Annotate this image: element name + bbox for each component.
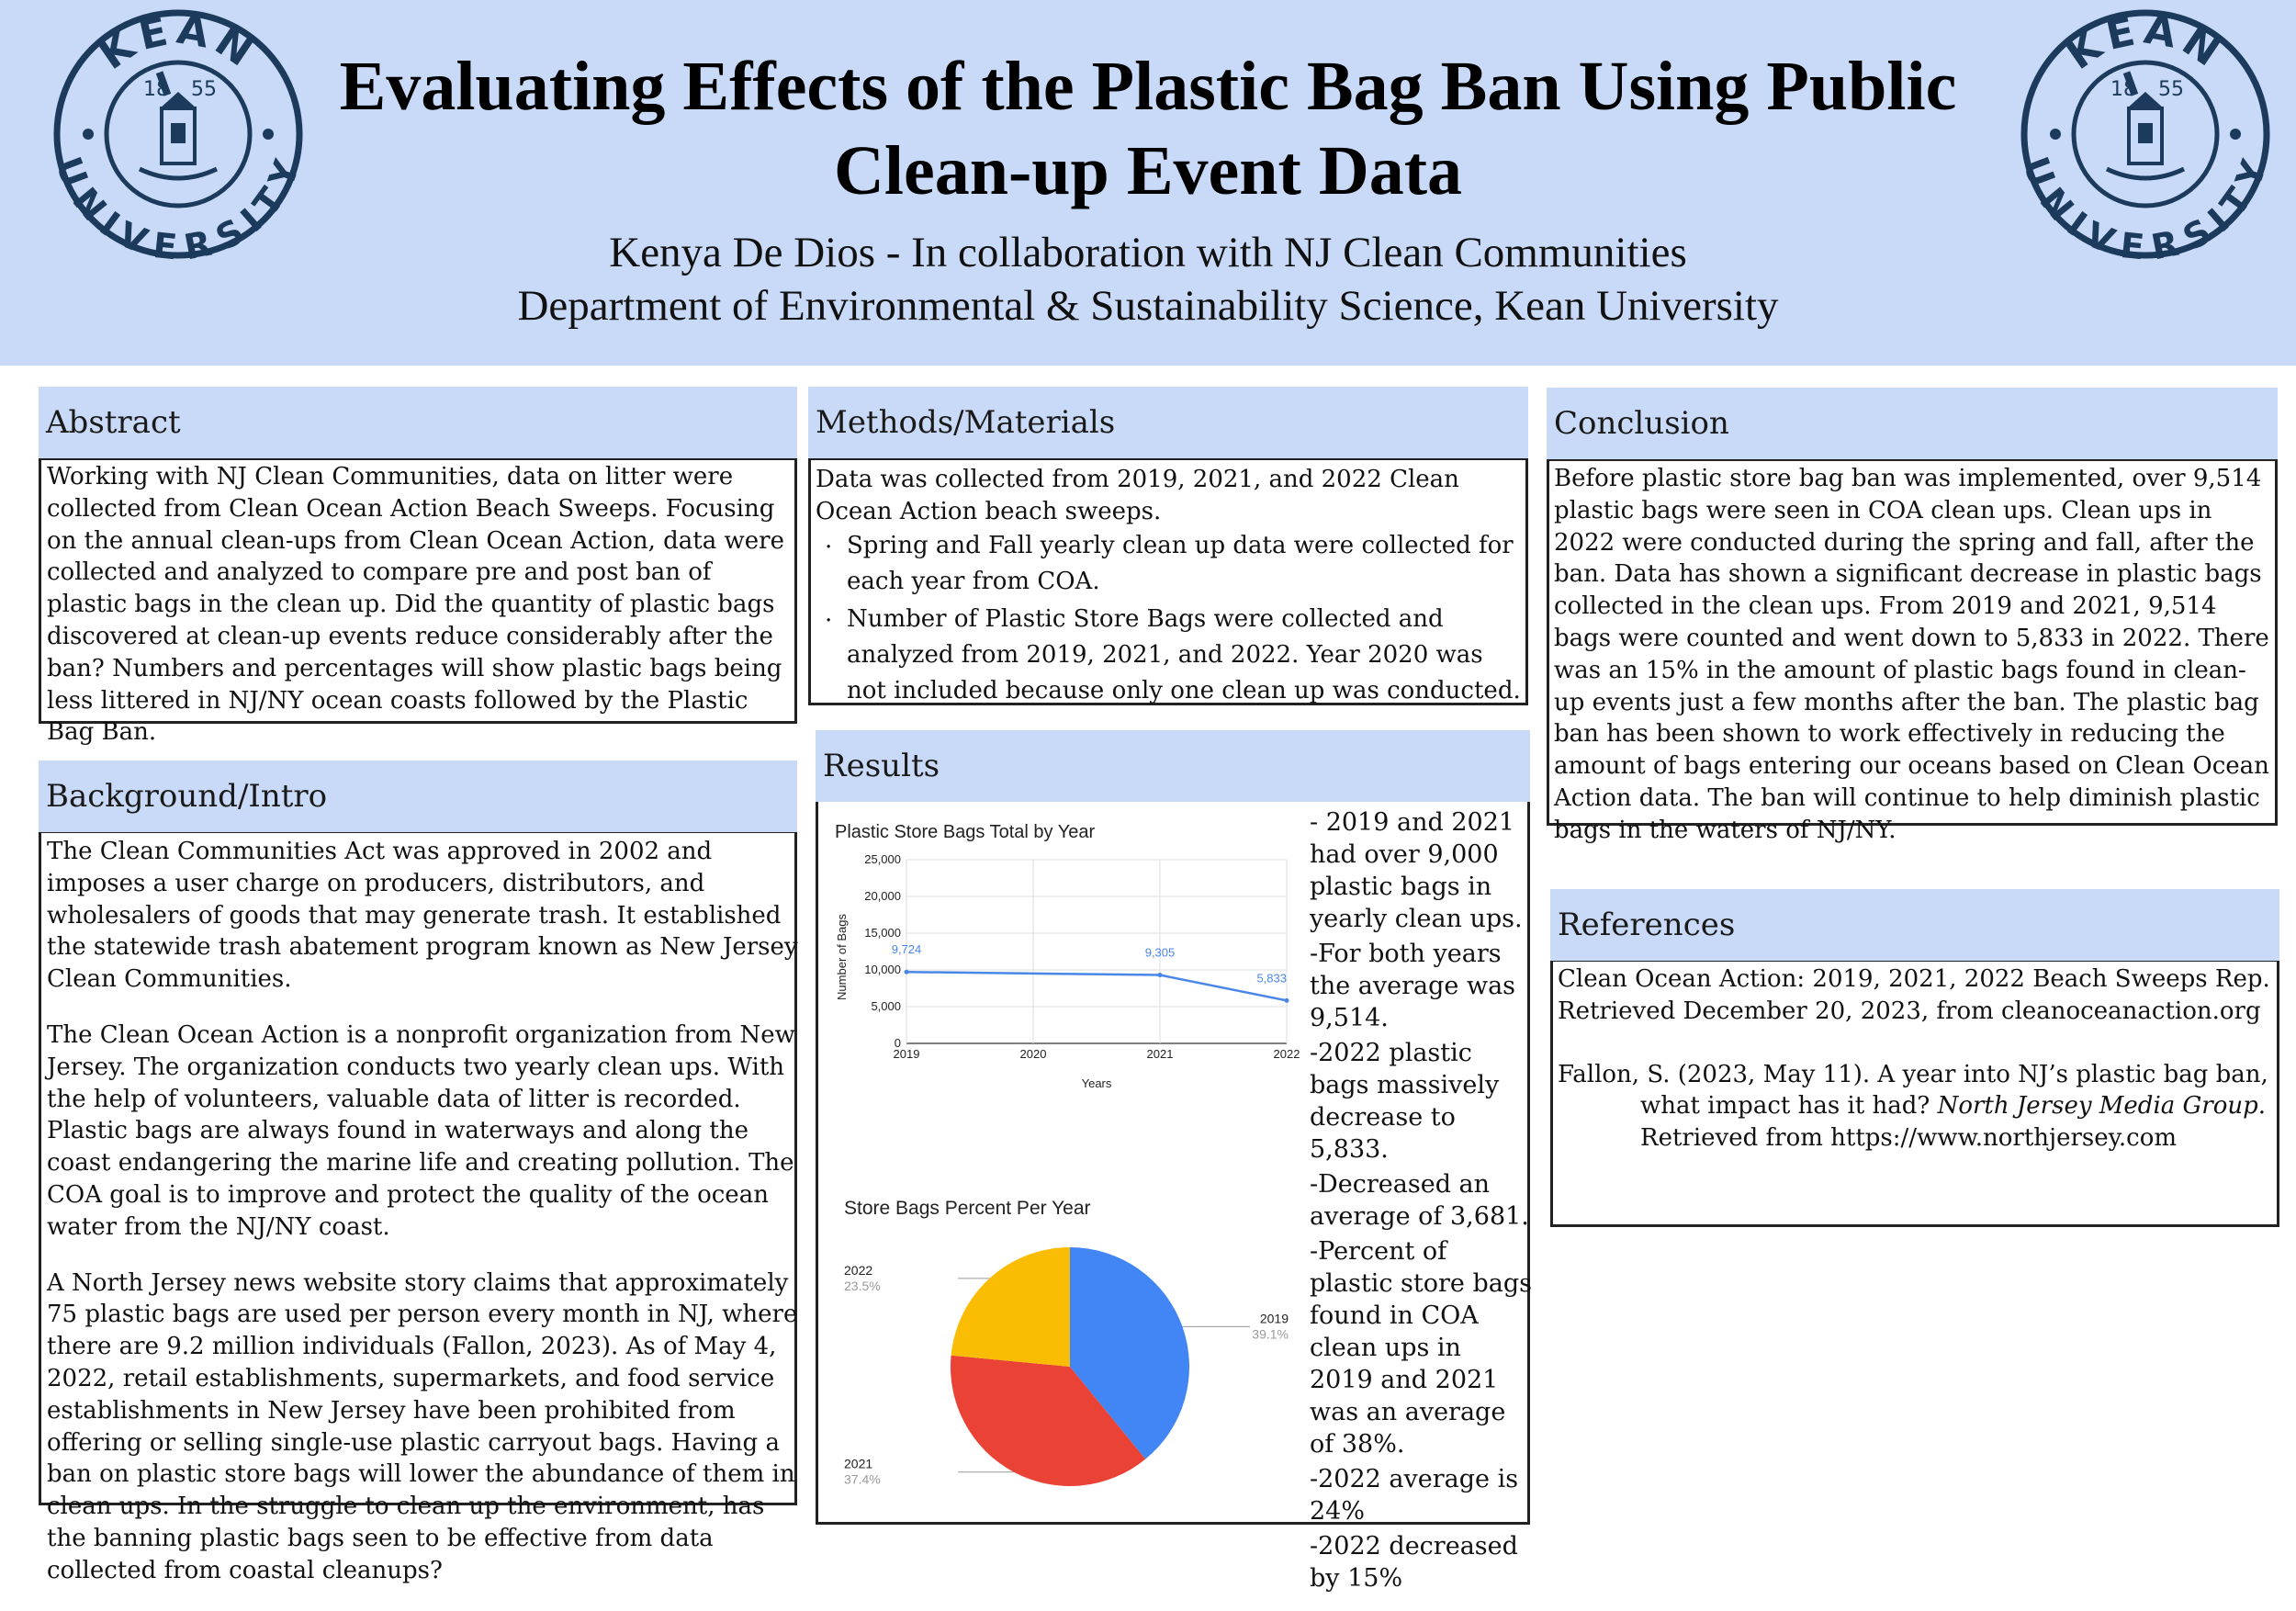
poster-header: KEAN UNIVERSITY 18 55 Evaluating Effects… xyxy=(0,0,2296,366)
reference-2: Fallon, S. (2023, May 11). A year into N… xyxy=(1558,1060,2268,1153)
abstract-text: Working with NJ Clean Communities, data … xyxy=(47,463,784,747)
data-label: 9,724 xyxy=(892,942,922,956)
data-label: 5,833 xyxy=(1256,971,1287,985)
conclusion-heading: Conclusion xyxy=(1547,388,2278,459)
background-text: The Clean Communities Act was approved i… xyxy=(47,836,798,1611)
svg-text:KEAN: KEAN xyxy=(91,7,265,79)
pie-label: 2022 xyxy=(844,1263,872,1278)
methods-heading: Methods/Materials xyxy=(808,387,1528,458)
y-tick-label: 5,000 xyxy=(871,999,901,1013)
pie-label: 2021 xyxy=(844,1457,872,1471)
x-tick-label: 2021 xyxy=(1147,1047,1174,1061)
pie-label: 2019 xyxy=(1260,1311,1289,1325)
line-chart-title: Plastic Store Bags Total by Year xyxy=(835,822,1095,842)
methods-bullet: Number of Plastic Store Bags were collec… xyxy=(816,596,1525,709)
y-tick-label: 20,000 xyxy=(864,889,901,903)
data-label: 9,305 xyxy=(1145,946,1176,960)
poster-subtitle: Kenya De Dios - In collaboration with NJ… xyxy=(276,226,2020,332)
svg-text:KEAN: KEAN xyxy=(2058,7,2233,79)
pie-chart-title: Store Bags Percent Per Year xyxy=(844,1198,1091,1219)
pie-percent-label: 37.4% xyxy=(844,1472,881,1487)
pie-slice xyxy=(1070,1247,1189,1459)
methods-text: Data was collected from 2019, 2021, and … xyxy=(816,464,1525,711)
background-paragraph-2: The Clean Ocean Action is a nonprofit or… xyxy=(47,1020,795,1241)
poster-title: Evaluating Effects of the Plastic Bag Ba… xyxy=(339,48,1957,209)
pie-percent-label: 23.5% xyxy=(844,1279,881,1293)
x-tick-label: 2022 xyxy=(1274,1047,1300,1061)
svg-text:55: 55 xyxy=(191,78,217,101)
pie-slice xyxy=(951,1355,1146,1486)
x-tick-label: 2019 xyxy=(894,1047,920,1061)
conclusion-text: Before plastic store bag ban was impleme… xyxy=(1554,465,2269,844)
line-chart: Plastic Store Bags Total by Year 0 5,000 1… xyxy=(835,822,1300,1090)
svg-text:55: 55 xyxy=(2158,78,2184,101)
background-heading: Background/Intro xyxy=(39,760,797,832)
data-point xyxy=(1157,973,1163,978)
references-heading: References xyxy=(1550,889,2279,961)
references-box xyxy=(1550,959,2279,1227)
y-tick-label: 10,000 xyxy=(864,963,901,976)
conclusion-box xyxy=(1547,458,2278,826)
author-line: Kenya De Dios - In collaboration with NJ… xyxy=(609,229,1687,276)
pie-percent-label: 39.1% xyxy=(1252,1326,1289,1341)
reference-1: Clean Ocean Action: 2019, 2021, 2022 Bea… xyxy=(1558,965,2270,1025)
methods-intro: Data was collected from 2019, 2021, and … xyxy=(816,466,1459,525)
abstract-box xyxy=(39,457,797,724)
abstract-heading: Abstract xyxy=(39,387,797,458)
line-chart-ylabel: Number of Bags xyxy=(835,914,849,1000)
results-note: -2022 plastic bags massively decrease to… xyxy=(1310,1039,1500,1164)
pie-slice xyxy=(951,1247,1070,1367)
series-line xyxy=(906,970,1288,1002)
results-note: -For both years the average was 9,514. xyxy=(1310,940,1516,1032)
y-tick-label: 0 xyxy=(895,1036,901,1050)
results-note: -2022 average is 24% xyxy=(1310,1465,1519,1526)
data-point xyxy=(1284,997,1289,1003)
y-tick-label: 15,000 xyxy=(864,926,901,940)
results-note: - 2019 and 2021 had over 9,000 plastic b… xyxy=(1310,808,1523,933)
references-text: Clean Ocean Action: 2019, 2021, 2022 Bea… xyxy=(1558,963,2283,1186)
methods-list: Spring and Fall yearly clean up data wer… xyxy=(816,523,1525,709)
results-notes: - 2019 and 2021 had over 9,000 plastic b… xyxy=(1310,806,1532,1597)
line-chart-xlabel: Years xyxy=(1082,1076,1112,1090)
background-paragraph-1: The Clean Communities Act was approved i… xyxy=(47,838,798,994)
data-point xyxy=(904,969,909,974)
background-paragraph-3: A North Jersey news website story claims… xyxy=(47,1268,798,1584)
department-line: Department of Environmental & Sustainabi… xyxy=(517,282,1779,330)
results-note: -Decreased an average of 3,681. xyxy=(1310,1170,1529,1231)
results-note: -Percent of plastic store bags found in … xyxy=(1310,1237,1533,1459)
kean-university-seal-left: KEAN UNIVERSITY 18 55 xyxy=(51,7,305,261)
x-tick-label: 2020 xyxy=(1020,1047,1047,1061)
results-heading: Results xyxy=(816,730,1530,802)
results-note: -2022 decreased by 15% xyxy=(1310,1532,1518,1593)
kean-university-seal-right: KEAN UNIVERSITY 18 55 xyxy=(2019,7,2272,261)
methods-bullet: Spring and Fall yearly clean up data wer… xyxy=(816,523,1525,600)
background-box xyxy=(39,830,797,1505)
y-tick-label: 25,000 xyxy=(864,852,901,866)
